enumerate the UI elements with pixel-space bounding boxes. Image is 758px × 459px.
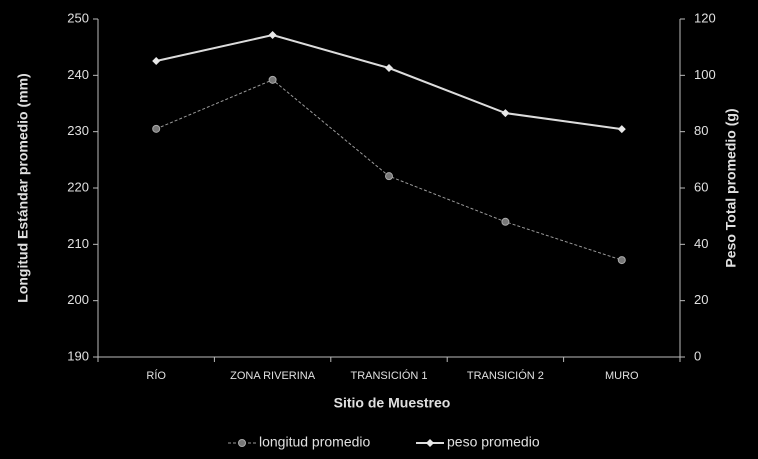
series-marker — [385, 64, 393, 73]
x-axis-title: Sitio de Muestreo — [334, 395, 451, 411]
y2-tick-label: 100 — [694, 67, 716, 82]
legend-marker — [238, 439, 246, 447]
series-marker — [501, 217, 510, 226]
legend-label: longitud promedio — [259, 434, 371, 450]
y-tick-label: 190 — [67, 348, 89, 363]
legend-label: peso promedio — [447, 434, 540, 450]
y2-tick-label: 0 — [694, 348, 701, 363]
x-tick-label: ZONA RIVERINA — [230, 370, 316, 382]
y-tick-label: 200 — [67, 292, 89, 307]
y-tick-label: 210 — [67, 236, 89, 251]
series-marker — [268, 75, 277, 84]
y2-tick-label: 120 — [694, 10, 716, 25]
legend-marker — [426, 439, 434, 447]
x-tick-label: MURO — [605, 370, 639, 382]
series-marker — [152, 56, 161, 65]
series-marker — [617, 125, 626, 134]
y-tick-label: 240 — [67, 67, 89, 82]
series-marker — [152, 124, 161, 133]
y-tick-label: 250 — [67, 10, 89, 25]
x-tick-label: TRANSICIÓN 1 — [350, 369, 427, 382]
series-marker — [617, 256, 626, 265]
series-marker — [268, 31, 277, 40]
series-marker — [501, 109, 510, 118]
y2-tick-label: 60 — [694, 179, 708, 194]
y2-tick-label: 80 — [694, 123, 708, 138]
y2-tick-label: 40 — [694, 236, 708, 251]
y2-axis-title: Peso Total promedio (g) — [723, 108, 739, 267]
y-axis-title: Longitud Estándar promedio (mm) — [15, 73, 31, 302]
x-tick-label: TRANSICIÓN 2 — [467, 369, 544, 382]
y-tick-label: 230 — [67, 123, 89, 138]
y-tick-label: 220 — [67, 179, 89, 194]
x-tick-label: RÍO — [146, 369, 166, 382]
series-marker — [385, 172, 393, 181]
y2-tick-label: 20 — [694, 292, 708, 307]
